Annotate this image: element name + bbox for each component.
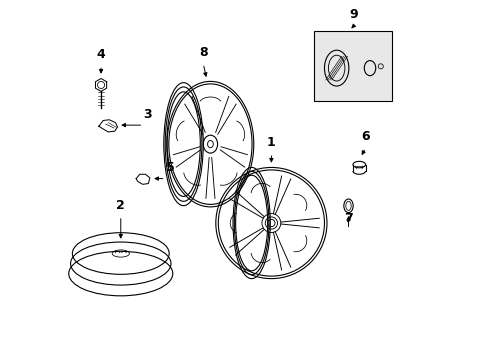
Text: 5: 5 — [165, 161, 174, 174]
Text: 2: 2 — [116, 199, 125, 212]
Text: 3: 3 — [143, 108, 152, 121]
Text: 7: 7 — [344, 212, 352, 225]
Bar — [314, 31, 391, 101]
Text: 9: 9 — [349, 9, 357, 22]
Text: 6: 6 — [361, 130, 369, 143]
Text: 8: 8 — [199, 46, 207, 59]
Text: 4: 4 — [97, 48, 105, 61]
Text: 1: 1 — [266, 136, 275, 149]
